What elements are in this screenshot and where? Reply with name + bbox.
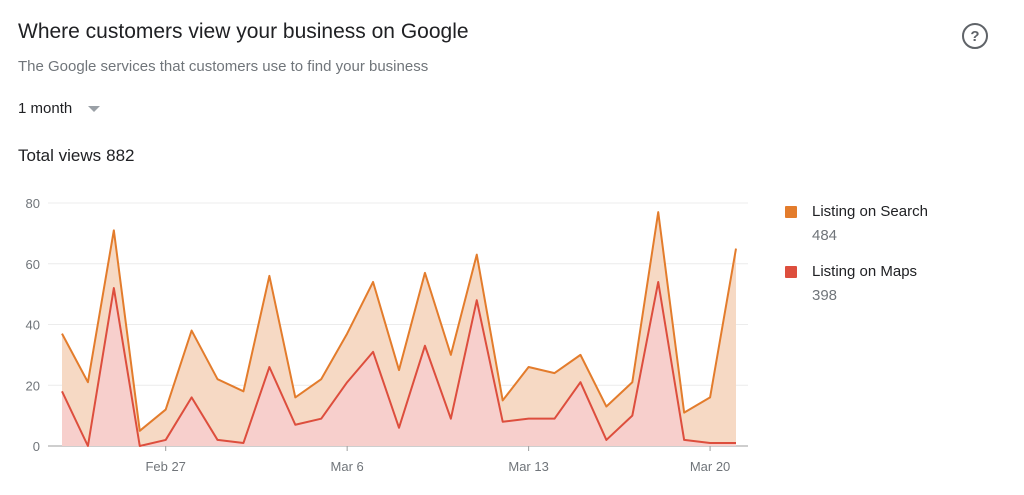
y-tick-label: 0 (33, 439, 40, 454)
legend-swatch-search (785, 206, 797, 218)
total-views-label: Total views (18, 146, 102, 165)
total-views: Total views 882 (18, 146, 140, 166)
maps-area (62, 281, 736, 446)
y-tick-label: 60 (26, 257, 40, 272)
x-tick-label: Mar 6 (331, 459, 364, 474)
dropdown-arrow-icon (88, 105, 101, 112)
page-title: Where customers view your business on Go… (18, 20, 469, 43)
legend-value-search: 484 (812, 227, 838, 244)
search-area (62, 212, 736, 446)
legend-value-maps: 398 (812, 287, 838, 304)
views-area-chart: 0 20 40 60 80 Feb 27 Mar 6 Mar 13 Mar 20 (26, 196, 748, 474)
help-circle-icon[interactable]: ? (962, 23, 988, 49)
maps-series-line (61, 280, 736, 447)
page-subtitle: The Google services that customers use t… (18, 58, 429, 75)
period-label: 1 month (18, 100, 73, 117)
legend-swatch-maps (785, 266, 797, 278)
legend-name-search: Listing on Search (812, 203, 928, 220)
search-series-line (61, 211, 737, 432)
y-tick-label: 40 (26, 318, 40, 333)
y-tick-label: 80 (26, 196, 40, 211)
x-tick-label: Mar 20 (690, 459, 730, 474)
x-tick-label: Mar 13 (508, 459, 548, 474)
total-views-value: 882 (106, 146, 135, 165)
legend-name-maps: Listing on Maps (812, 263, 918, 280)
period-dropdown[interactable]: 1 month (18, 100, 101, 117)
y-tick-label: 20 (26, 378, 40, 393)
x-tick-label: Feb 27 (145, 459, 185, 474)
